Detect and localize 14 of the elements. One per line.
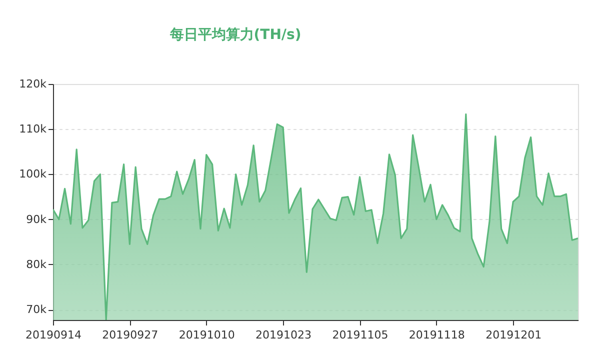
y-tick-label: 100k [19, 168, 48, 181]
y-tick-label: 110k [19, 122, 48, 136]
x-tick-label: 20191105 [332, 328, 388, 342]
chart-title: 每日平均算力(TH/s) [168, 27, 302, 43]
x-tick-label: 20190914 [26, 328, 82, 342]
y-tick-label: 90k [26, 212, 48, 226]
x-tick-label: 20191118 [408, 328, 465, 342]
y-tick-label: 70k [26, 303, 48, 316]
x-tick-label: 20190927 [102, 328, 158, 342]
x-tick-label: 20191010 [178, 328, 235, 342]
x-tick-label: 20191201 [486, 328, 542, 342]
y-tick-label: 120k [19, 78, 48, 90]
y-tick-label: 80k [26, 258, 48, 271]
x-tick-label: 20191023 [256, 328, 312, 342]
